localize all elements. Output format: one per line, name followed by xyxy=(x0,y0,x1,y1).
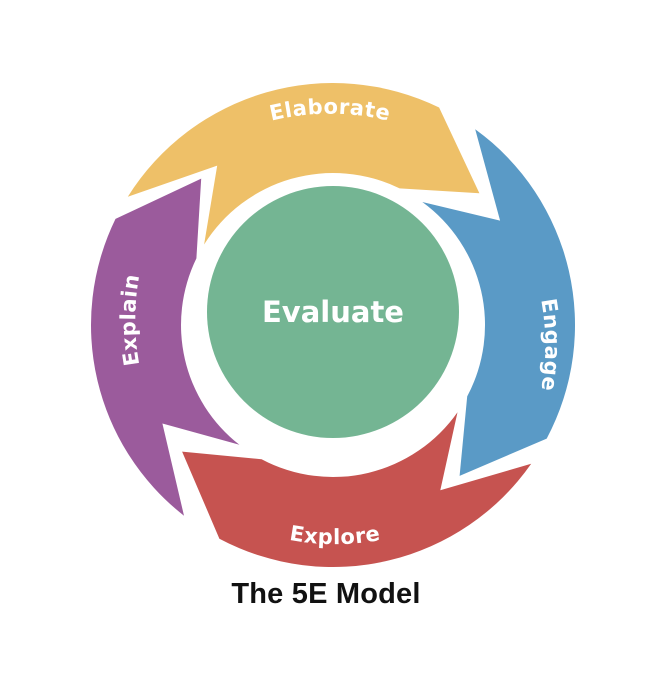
explore-segment xyxy=(182,412,532,567)
explain-label: Explain xyxy=(116,272,144,367)
explain-segment xyxy=(90,178,240,516)
diagram-caption: The 5E Model xyxy=(231,578,421,610)
engage-segment xyxy=(422,129,576,476)
cycle-diagram: Elaborate Engage Explore Explain Evaluat… xyxy=(90,83,576,567)
elaborate-segment xyxy=(127,83,480,245)
explore-label: Explore xyxy=(288,521,382,549)
evaluate-label: Evaluate xyxy=(262,295,404,329)
evaluate-circle xyxy=(207,186,459,438)
